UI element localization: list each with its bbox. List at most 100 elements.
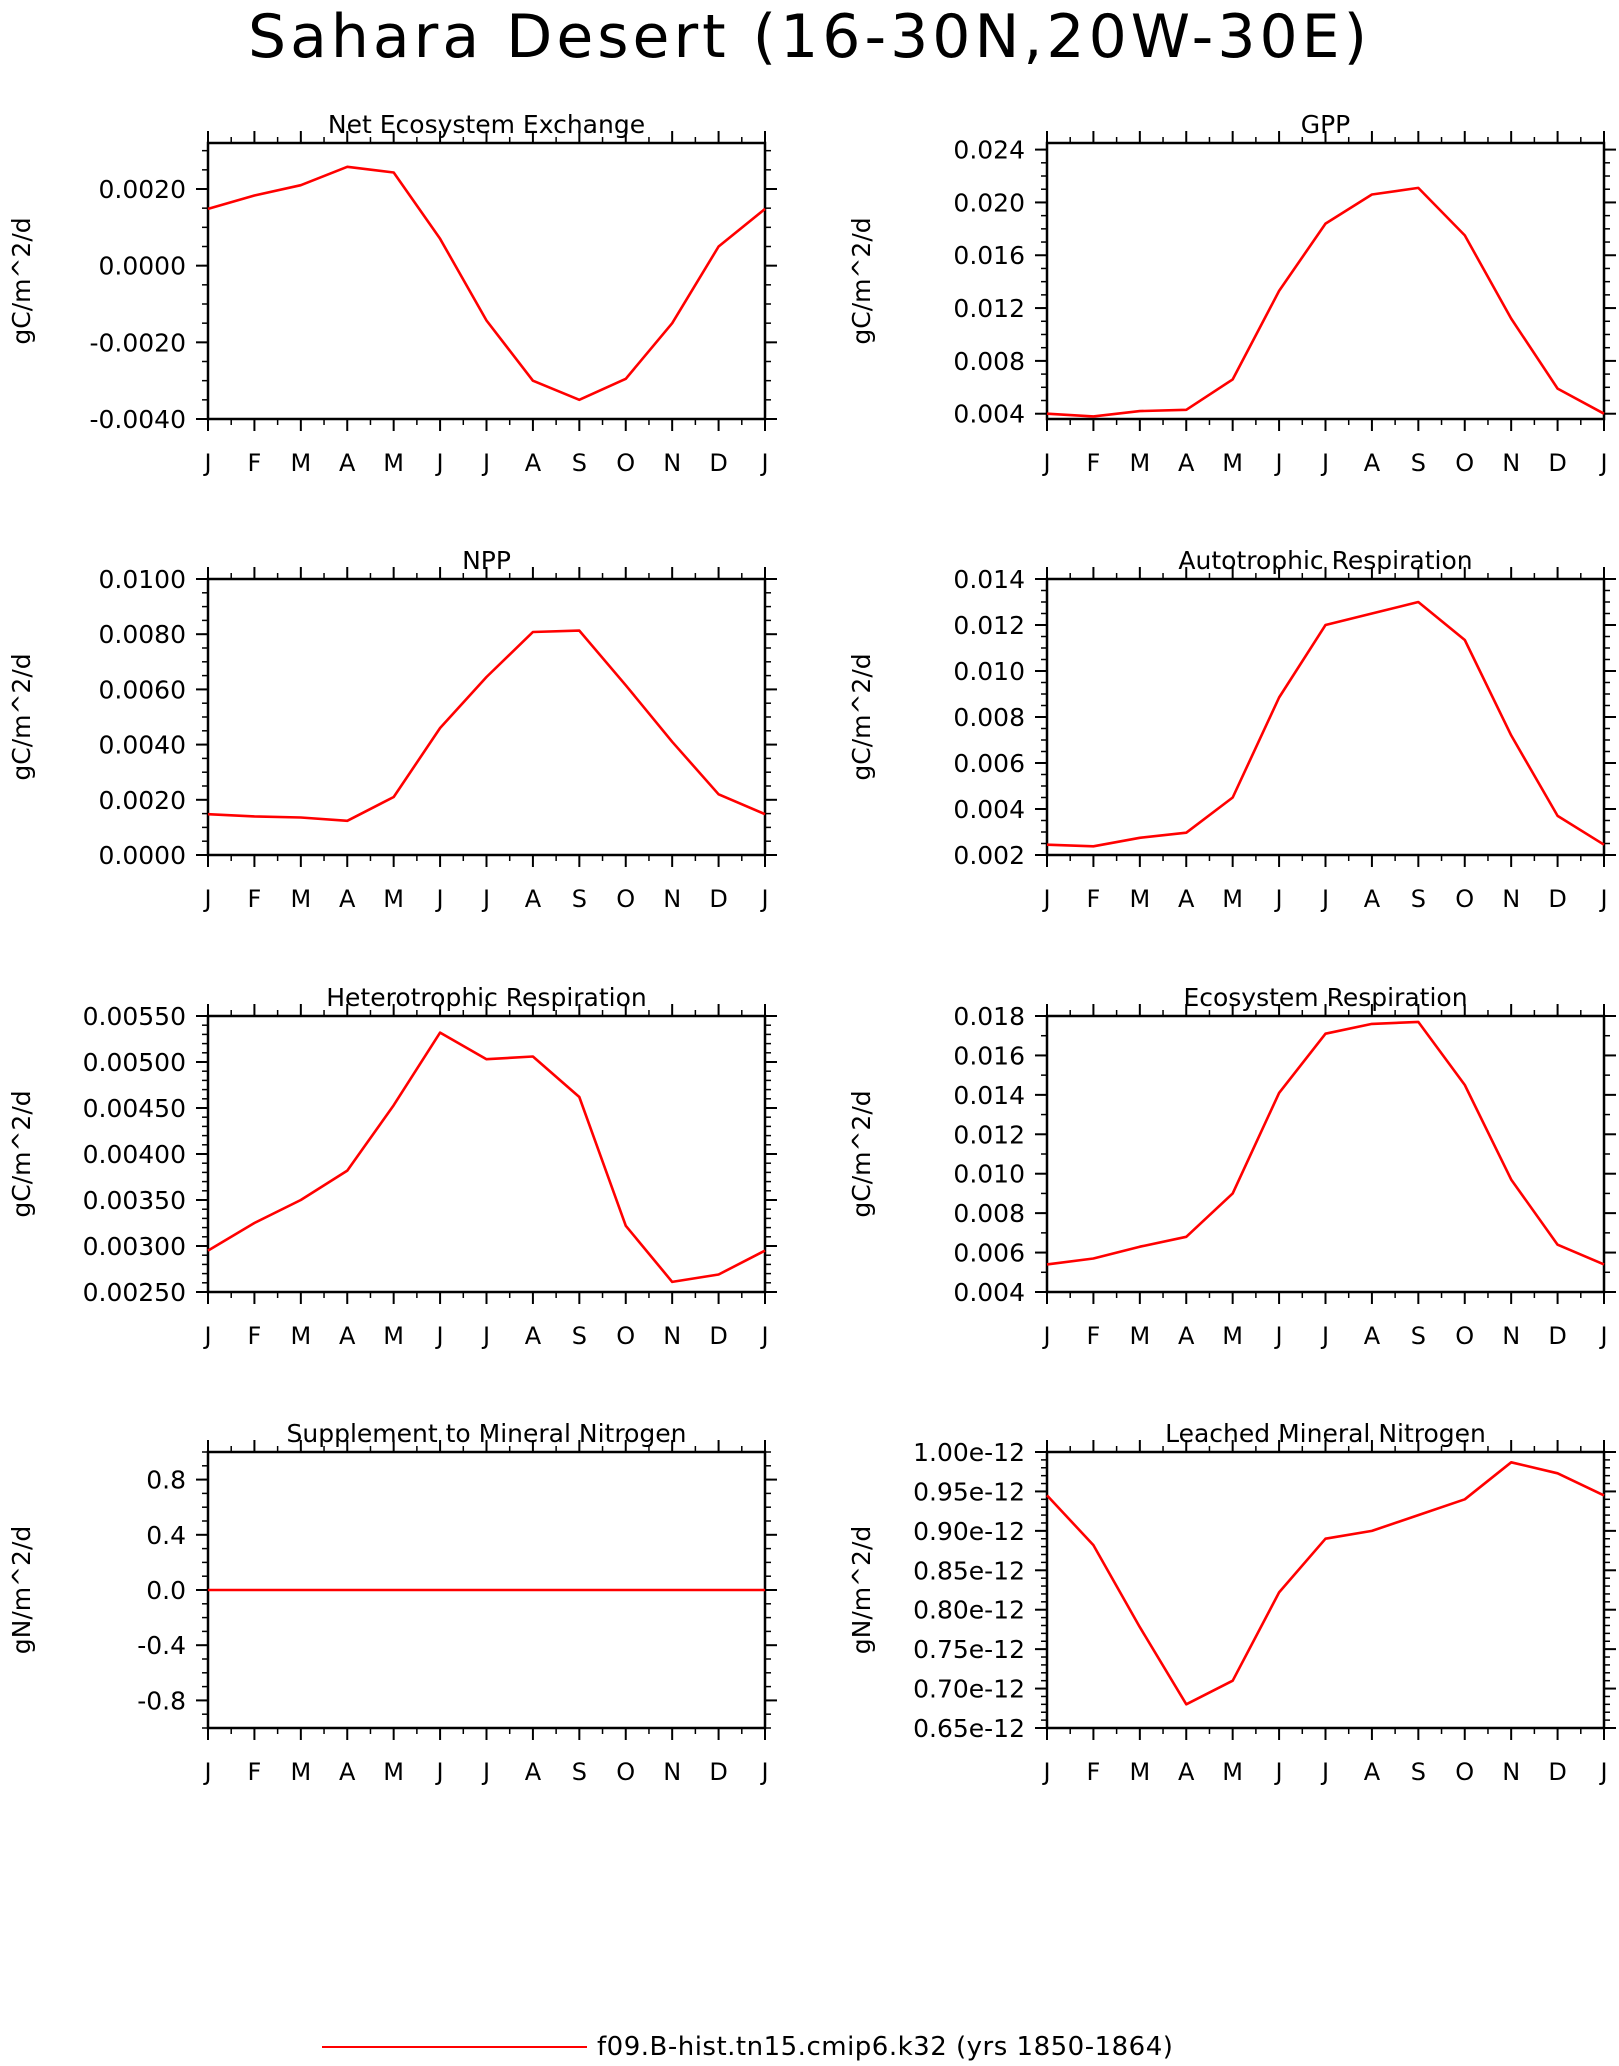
data-point <box>1324 623 1328 627</box>
x-tick-label: J <box>435 885 444 913</box>
data-point <box>763 812 767 816</box>
x-tick-label: J <box>1598 885 1607 913</box>
data-point <box>1184 408 1188 412</box>
data-point <box>1324 1537 1328 1541</box>
x-tick-label: O <box>616 1322 635 1350</box>
x-tick-label: O <box>1455 1322 1474 1350</box>
y-tick-label: 0.65e-12 <box>913 1714 1025 1743</box>
data-point <box>1416 600 1420 604</box>
data-point <box>1463 638 1467 642</box>
chart-panel-8: J F M A M J J A S O N D J0.65e-120.70e-120.75e-120.8… <box>847 1419 1616 1786</box>
x-tick-label: M <box>1222 449 1243 477</box>
x-tick-label: A <box>1364 885 1381 913</box>
y-tick-label: -0.0020 <box>90 328 187 357</box>
y-axis-label: gN/m^2/d <box>7 1526 36 1655</box>
x-tick-label: F <box>1087 1758 1101 1786</box>
y-tick-label: 0.012 <box>953 611 1025 640</box>
y-tick-label: 0.0060 <box>99 675 186 704</box>
x-tick-label: S <box>572 1758 587 1786</box>
plot-frame <box>1045 1014 1606 1294</box>
x-tick-label: J <box>759 885 768 913</box>
y-axis-label: gC/m^2/d <box>7 1090 36 1217</box>
data-point <box>485 675 489 679</box>
x-tick-label: S <box>572 449 587 477</box>
data-point <box>717 1273 721 1277</box>
data-point <box>624 683 628 687</box>
y-tick-label: 0.90e-12 <box>913 1517 1025 1546</box>
x-tick-label: S <box>1411 885 1426 913</box>
x-tick-label: J <box>435 449 444 477</box>
y-tick-label: 0.00550 <box>83 1002 186 1031</box>
x-tick-label: A <box>1364 449 1381 477</box>
y-tick-label: 0.85e-12 <box>913 1556 1025 1585</box>
panel-title: NPP <box>462 546 511 575</box>
chart-panel-5: J F M A M J J A S O N D J0.002500.003000.003500.0040… <box>7 983 777 1350</box>
y-tick-label: 0.75e-12 <box>913 1635 1025 1664</box>
chart-panel-1: J F M A M J J A S O N D J-0.0040-0.00200.00000.0020N… <box>7 110 777 477</box>
data-point <box>624 1588 628 1592</box>
y-axis-label: gC/m^2/d <box>847 653 876 780</box>
panel-title: Autotrophic Respiration <box>1178 546 1472 575</box>
data-point <box>670 321 674 325</box>
data-point <box>392 1588 396 1592</box>
data-point <box>624 377 628 381</box>
data-point <box>1602 1493 1606 1497</box>
data-point <box>438 1588 442 1592</box>
x-tick-label: A <box>1364 1758 1381 1786</box>
data-point <box>485 318 489 322</box>
data-point <box>299 183 303 187</box>
x-tick-label: M <box>290 885 311 913</box>
panel-title: Supplement to Mineral Nitrogen <box>287 1419 687 1448</box>
panel-title: Heterotrophic Respiration <box>326 983 647 1012</box>
y-tick-label: -0.4 <box>137 1631 186 1660</box>
data-point <box>1416 1513 1420 1517</box>
x-tick-label: F <box>248 1758 262 1786</box>
x-tick-label: J <box>1041 1322 1050 1350</box>
data-point <box>1045 843 1049 847</box>
x-tick-label: M <box>1222 1758 1243 1786</box>
x-tick-label: J <box>202 449 211 477</box>
series-line <box>1046 186 1605 418</box>
data-point <box>1370 1022 1374 1026</box>
y-axis-label: gC/m^2/d <box>7 217 36 344</box>
data-point <box>485 1588 489 1592</box>
x-tick-label: S <box>572 885 587 913</box>
y-tick-label: 0.00250 <box>83 1278 186 1307</box>
x-tick-label: J <box>1598 1758 1607 1786</box>
x-tick-label: M <box>1129 1322 1150 1350</box>
x-tick-label: A <box>525 885 542 913</box>
data-point <box>1138 1625 1142 1629</box>
data-point <box>206 207 210 211</box>
x-tick-label: O <box>616 1758 635 1786</box>
x-tick-label: D <box>709 1758 727 1786</box>
data-point <box>485 1057 489 1061</box>
data-point <box>1277 1091 1281 1095</box>
data-point <box>1277 1590 1281 1594</box>
x-tick-label: J <box>1598 449 1607 477</box>
data-point <box>531 1054 535 1058</box>
panel-title: GPP <box>1301 110 1351 139</box>
data-point <box>345 1169 349 1173</box>
data-point <box>1277 695 1281 699</box>
data-point <box>1463 1083 1467 1087</box>
y-tick-label: 0.006 <box>953 1239 1025 1268</box>
x-tick-label: O <box>616 449 635 477</box>
data-point <box>577 1588 581 1592</box>
x-tick-label: M <box>1129 1758 1150 1786</box>
legend: f09.B-hist.tn15.cmip6.k32 (yrs 1850-1864… <box>322 2032 1173 2062</box>
x-tick-label: A <box>339 1322 356 1350</box>
data-point <box>1184 831 1188 835</box>
y-tick-label: 0.018 <box>953 1002 1025 1031</box>
x-tick-label: J <box>481 449 490 477</box>
y-tick-label: 0.012 <box>953 1120 1025 1149</box>
data-point <box>717 792 721 796</box>
y-tick-label: 0.008 <box>953 347 1025 376</box>
x-tick-label: J <box>1274 1758 1283 1786</box>
data-point <box>1231 1679 1235 1683</box>
series-line <box>207 165 766 402</box>
data-point <box>345 1588 349 1592</box>
y-tick-label: 0.0080 <box>99 620 186 649</box>
y-tick-label: 0.0020 <box>99 786 186 815</box>
data-point <box>1091 1256 1095 1260</box>
